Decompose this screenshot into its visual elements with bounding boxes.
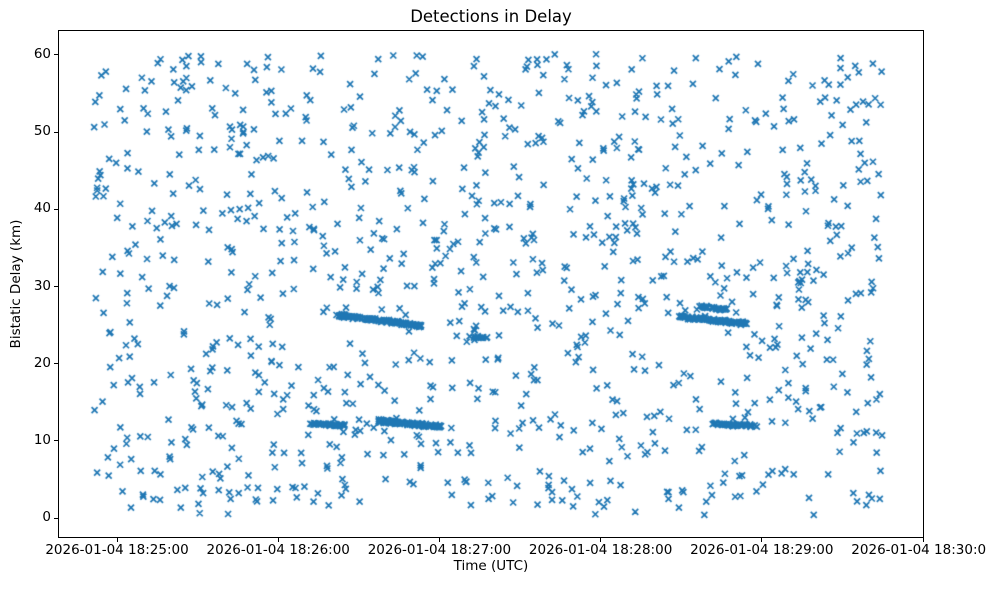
y-axis-label: Bistatic Delay (km) [8,219,24,349]
y-tick-mark [54,286,58,287]
y-tick-label: 30 [33,277,51,294]
y-tick-label: 40 [33,200,51,217]
y-tick-label: 60 [33,45,51,62]
x-tick-mark [277,538,279,542]
y-tick-mark [54,440,58,442]
chart-title: Detections in Delay [410,7,572,26]
y-tick-mark [54,517,58,519]
x-tick-label: 2026-01-04 18:29:00 [690,542,834,558]
x-tick-label: 2026-01-04 18:25:00 [45,542,189,558]
x-tick-label: 2026-01-04 18:27:00 [367,542,512,558]
x-tick-mark [761,538,763,542]
y-tick-label: 0 [42,509,51,526]
scatter-canvas [59,31,923,537]
y-tick-mark [54,363,58,365]
x-tick-mark [438,538,440,542]
y-tick-label: 50 [33,123,51,140]
x-tick-mark [922,538,924,542]
y-tick-mark [54,208,58,210]
x-tick-mark [116,538,118,542]
y-tick-label: 20 [33,354,51,371]
x-tick-mark [600,538,602,542]
x-tick-label: 2026-01-04 18:30:00 [851,542,987,558]
y-tick-label: 10 [33,431,51,448]
x-tick-label: 2026-01-04 18:28:00 [528,542,673,558]
x-axis-label: Time (UTC) [453,558,529,574]
plot-area [58,30,924,538]
y-tick-mark [54,131,58,133]
x-tick-label: 2026-01-04 18:26:00 [206,542,350,558]
y-tick-mark [54,54,58,56]
